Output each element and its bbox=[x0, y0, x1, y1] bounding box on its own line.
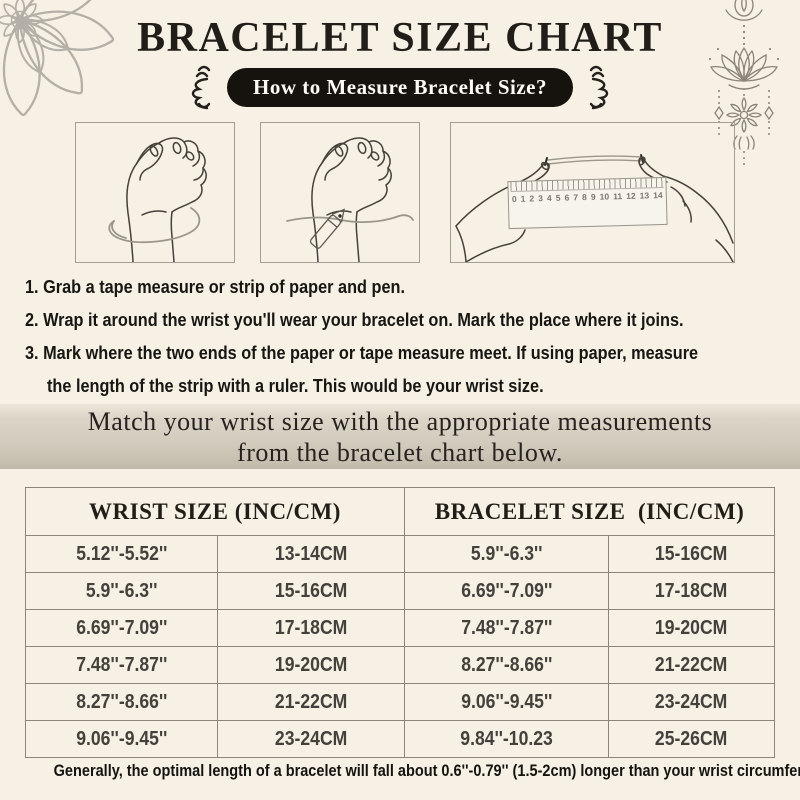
wrist-inches: 7.48''-7.87'' bbox=[76, 653, 168, 676]
bracelet-inches: 5.9''-6.3'' bbox=[470, 542, 543, 565]
curly-flourish-right-icon bbox=[589, 65, 609, 110]
bracelet-cm: 17-18CM bbox=[655, 579, 728, 602]
fist-with-tape-icon bbox=[108, 137, 207, 262]
bracelet-size-header: BRACELET SIZE (INC/CM) bbox=[403, 487, 776, 536]
table-row: 7.48''-7.87'' 19-20CM 8.27''-8.66'' 21-2… bbox=[24, 646, 776, 684]
bracelet-cm: 25-26CM bbox=[655, 727, 728, 750]
bracelet-inches: 6.69''-7.09'' bbox=[460, 579, 552, 602]
ruler-number: 6 bbox=[564, 192, 570, 203]
wrist-cm: 15-16CM bbox=[275, 579, 348, 602]
ruler-number: 4 bbox=[546, 192, 552, 204]
wrist-cm: 23-24CM bbox=[275, 727, 348, 750]
ruler-number: 12 bbox=[626, 190, 636, 201]
match-size-banner: Match your wrist size with the appropria… bbox=[0, 404, 800, 469]
footer-note: Generally, the optimal length of a brace… bbox=[53, 762, 800, 780]
bracelet-cm: 19-20CM bbox=[655, 616, 728, 639]
instruction-step-3-continued: the length of the strip with a ruler. Th… bbox=[47, 374, 544, 396]
ruler-number: 5 bbox=[555, 192, 561, 203]
wrist-inches: 5.12''-5.52'' bbox=[76, 542, 168, 565]
banner-line-2: from the bracelet chart below. bbox=[237, 437, 563, 467]
how-to-measure-header: How to Measure Bracelet Size? bbox=[0, 64, 800, 110]
ruler-number: 8 bbox=[581, 192, 587, 203]
size-conversion-table: WRIST SIZE (INC/CM) BRACELET SIZE (INC/C… bbox=[24, 487, 776, 758]
table-row: 8.27''-8.66'' 21-22CM 9.06''-9.45'' 23-2… bbox=[24, 683, 776, 721]
wrist-inches: 6.69''-7.09'' bbox=[76, 616, 168, 639]
instruction-step-1: 1. Grab a tape measure or strip of paper… bbox=[25, 275, 405, 297]
bracelet-cm: 23-24CM bbox=[655, 690, 728, 713]
ruler-number: 2 bbox=[529, 193, 535, 204]
hands-with-ruler-icon bbox=[455, 154, 734, 262]
ruler-number: 14 bbox=[653, 190, 663, 201]
measuring-instructions: 1. Grab a tape measure or strip of paper… bbox=[25, 270, 790, 402]
fist-with-pen-icon bbox=[286, 137, 414, 262]
bracelet-inches: 9.84''-10.23 bbox=[460, 727, 553, 750]
bracelet-inches: 8.27''-8.66'' bbox=[460, 653, 552, 676]
ruler-number: 10 bbox=[599, 191, 610, 202]
curly-flourish-left-icon bbox=[191, 65, 211, 110]
wrist-inches: 8.27''-8.66'' bbox=[76, 690, 168, 713]
wrist-cm: 13-14CM bbox=[275, 542, 348, 565]
bracelet-inches: 9.06''-9.45'' bbox=[460, 690, 552, 713]
ruler-number: 1 bbox=[520, 193, 526, 204]
wrist-size-header: WRIST SIZE (INC/CM) bbox=[25, 487, 405, 536]
table-row: 5.9''-6.3'' 15-16CM 6.69''-7.09'' 17-18C… bbox=[24, 572, 776, 610]
table-row: 5.12''-5.52'' 13-14CM 5.9''-6.3'' 15-16C… bbox=[24, 535, 776, 573]
lotus-charm-icon bbox=[708, 0, 780, 165]
ruler-number: 11 bbox=[613, 191, 623, 202]
ruler-number: 13 bbox=[639, 190, 650, 201]
page-title: BRACELET SIZE CHART bbox=[137, 15, 663, 61]
bracelet-cm: 15-16CM bbox=[655, 542, 728, 565]
banner-line-1: Match your wrist size with the appropria… bbox=[87, 406, 713, 436]
table-row: 6.69''-7.09'' 17-18CM 7.48''-7.87'' 19-2… bbox=[24, 609, 776, 647]
bracelet-cm: 21-22CM bbox=[655, 653, 728, 676]
step3-illustration: 0 1 2 3 4 5 6 7 8 9 10 11 12 13 14 bbox=[450, 122, 735, 263]
wrist-inches: 5.9''-6.3'' bbox=[85, 579, 158, 602]
wrist-cm: 19-20CM bbox=[275, 653, 348, 676]
ruler-number: 3 bbox=[538, 193, 544, 204]
mandala-flower-icon bbox=[0, 0, 118, 117]
instruction-step-2: 2. Wrap it around the wrist you'll wear … bbox=[25, 308, 684, 330]
ruler-number: 7 bbox=[573, 192, 579, 203]
wrist-cm: 21-22CM bbox=[275, 690, 348, 713]
step2-illustration bbox=[260, 122, 420, 263]
how-to-measure-badge: How to Measure Bracelet Size? bbox=[226, 67, 574, 107]
instruction-step-3: 3. Mark where the two ends of the paper … bbox=[25, 341, 699, 363]
table-header-row: WRIST SIZE (INC/CM) BRACELET SIZE (INC/C… bbox=[25, 487, 776, 536]
step1-illustration bbox=[75, 122, 235, 263]
wrist-cm: 17-18CM bbox=[275, 616, 348, 639]
wrist-inches: 9.06''-9.45'' bbox=[76, 727, 168, 750]
table-row: 9.06''-9.45'' 23-24CM 9.84''-10.23 25-26… bbox=[24, 720, 776, 758]
ruler-number: 9 bbox=[590, 191, 596, 202]
bracelet-inches: 7.48''-7.87'' bbox=[460, 616, 552, 639]
ruler-number: 0 bbox=[511, 193, 517, 204]
ruler: 0 1 2 3 4 5 6 7 8 9 10 11 12 13 14 bbox=[507, 176, 668, 230]
